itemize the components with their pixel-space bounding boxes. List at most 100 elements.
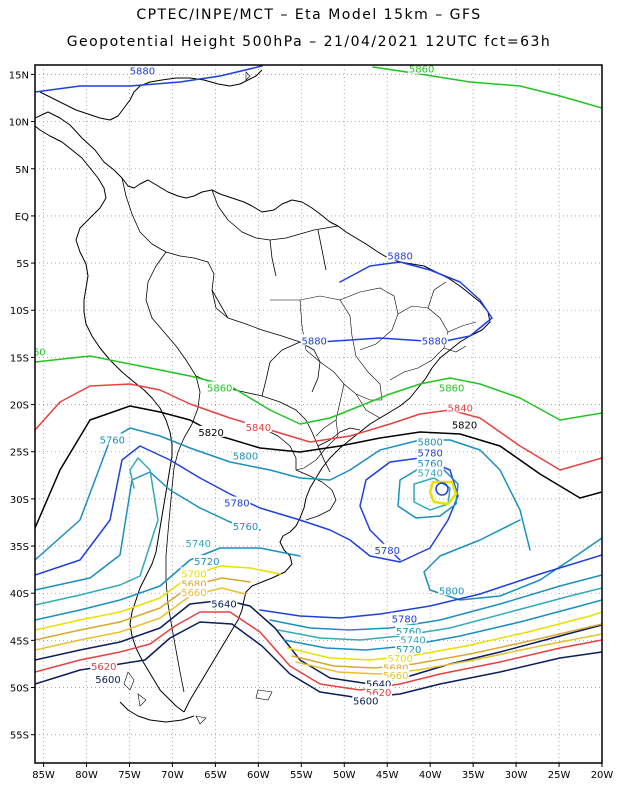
contour-core <box>435 482 449 496</box>
contour-label-bg <box>382 661 410 673</box>
contour-label: 5600 <box>353 697 378 708</box>
contour-5720-ring <box>428 480 458 506</box>
contour-5880-tropics <box>319 261 493 343</box>
contour-label-bg <box>232 449 259 461</box>
longitude-tick-labels: 85W 80W 75W 70W 65W 60W 55W 50W 45W 40W 35W 30W 25W 2… <box>32 763 613 781</box>
contour-label-bg <box>391 612 418 624</box>
contour-5780-south <box>259 554 602 619</box>
map-layers: 5880 5860 5880 5880 5880 60 5860 5860 5840 5840 58… <box>35 65 602 725</box>
lon-tick-label: 65W <box>204 770 227 781</box>
contour-label: 5820 <box>198 428 223 439</box>
contour-5640 <box>35 599 602 685</box>
contour-label-bg <box>232 520 259 532</box>
brazil-states <box>270 281 477 471</box>
contour-label: 5640 <box>366 680 391 691</box>
contour-label: 5700 <box>181 569 206 580</box>
contour-label: 5740 <box>186 539 211 550</box>
contour-label-bg <box>35 345 47 357</box>
contour-label: 5860 <box>207 384 232 395</box>
contour-label-bg <box>184 537 212 549</box>
contour-label: 5880 <box>422 336 447 347</box>
contour-label: 5620 <box>91 662 116 673</box>
contour-label-bg <box>408 65 435 74</box>
contour-label-bg <box>386 652 414 664</box>
lat-tick-label: 25S <box>10 448 29 459</box>
contour-label: 5840 <box>448 403 473 414</box>
lat-tick-label: 15N <box>9 70 29 81</box>
contour-label-bg <box>399 633 427 645</box>
contour-label-bg <box>94 672 122 684</box>
contour-label: 5700 <box>387 654 412 665</box>
contour-label-bg <box>365 686 393 698</box>
contour-label: 5620 <box>366 688 391 699</box>
contour-label-bg <box>98 433 126 445</box>
contour-label-bg <box>128 65 156 76</box>
lat-tick-label: 5S <box>16 259 29 270</box>
contour-label-bg <box>416 456 444 468</box>
contour-5680 <box>35 577 251 641</box>
contour-label-bg <box>206 381 234 393</box>
contour-label: 5660 <box>181 588 206 599</box>
lon-tick-label: 75W <box>118 770 141 781</box>
contour-label-bg <box>180 577 208 589</box>
contour-5740-south <box>277 587 602 641</box>
contour-label: 5880 <box>130 67 155 78</box>
contour-label-bg <box>446 401 474 413</box>
contour-label-bg <box>180 586 208 598</box>
contour-label: 5760 <box>233 522 258 533</box>
lon-tick-label: 70W <box>161 770 184 781</box>
lat-tick-label: 15S <box>10 353 29 364</box>
lon-tick-label: 50W <box>333 770 356 781</box>
contour-5740-west <box>35 457 159 606</box>
contour-5700 <box>35 565 281 631</box>
map-frame <box>34 64 603 764</box>
contour-label: 5680 <box>383 664 408 675</box>
contour-label: 5740 <box>400 635 425 646</box>
contour-label: 5880 <box>387 251 412 262</box>
contour-5860 <box>35 355 602 425</box>
contour-label: 5640 <box>211 600 236 611</box>
lon-tick-label: 80W <box>75 770 98 781</box>
lat-tick-label: EQ <box>15 212 29 223</box>
contour-label: 5820 <box>452 420 477 431</box>
contour-5600 <box>35 621 602 699</box>
contour-label: 5760 <box>396 627 421 638</box>
contour-5620 <box>35 611 602 691</box>
contour-label-bg <box>395 642 423 654</box>
contour-label-bg <box>416 446 444 458</box>
contour-label-bg <box>438 584 466 596</box>
lat-tick-label: 40S <box>10 589 29 600</box>
contour-labels: 5880 5860 5880 5880 5880 60 5860 5860 5840 5840 58… <box>35 65 478 708</box>
contour-label: 5840 <box>246 423 271 434</box>
contour-label-bg <box>244 421 272 433</box>
contour-label-bg <box>451 418 478 430</box>
contour-label-bg <box>373 543 401 555</box>
lat-tick-label: 5N <box>15 165 29 176</box>
contour-label-bg <box>223 496 251 508</box>
contour-label: 5740 <box>417 468 442 479</box>
lat-tick-label: 10S <box>10 306 29 317</box>
contour-label: 5780 <box>392 615 417 626</box>
contour-label-bg <box>300 334 328 346</box>
contour-5720 <box>35 547 301 621</box>
contour-label: 5680 <box>181 580 206 591</box>
contour-label: 5800 <box>417 437 442 448</box>
contour-label: 5760 <box>100 435 125 446</box>
contour-5700-south <box>287 611 602 661</box>
map-subtitle: Geopotential Height 500hPa – 21/04/2021 … <box>66 34 552 50</box>
contour-label-bg <box>382 669 410 681</box>
contour-label-bg <box>365 677 393 689</box>
contour-label: 5860 <box>439 384 464 395</box>
lon-tick-label: 45W <box>376 770 399 781</box>
lat-tick-label: 55S <box>10 731 29 742</box>
contour-label-bg <box>416 466 444 478</box>
contour-label: 5800 <box>439 586 464 597</box>
contour-label-bg <box>438 381 466 393</box>
lon-tick-label: 20W <box>591 770 614 781</box>
contour-5800-west <box>35 427 531 561</box>
contour-label: 5600 <box>95 675 120 686</box>
contour-label: 5720 <box>194 557 219 568</box>
lat-tick-label: 10N <box>9 118 29 129</box>
contour-label: 5880 <box>301 336 326 347</box>
